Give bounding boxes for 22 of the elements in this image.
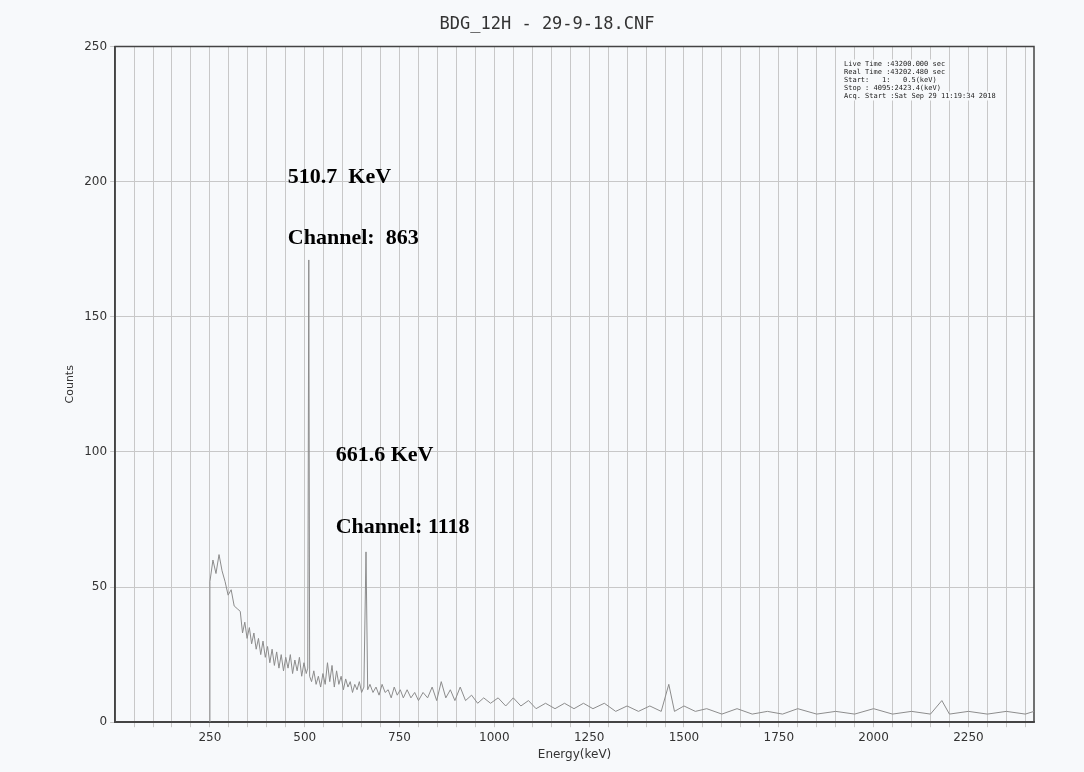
x-axis-title: Energy(keV)	[537, 746, 612, 761]
x-tick-label: 250	[198, 729, 222, 744]
y-tick-label: 150	[84, 308, 108, 323]
y-tick-label: 200	[84, 173, 108, 188]
x-tick-label: 2000	[858, 729, 889, 744]
x-tick-label: 1250	[573, 729, 605, 744]
x-tick-label: 750	[388, 729, 411, 744]
y-tick-label: 250	[84, 38, 108, 53]
annotation: 661.6 KeV	[335, 440, 434, 466]
x-tick-label: 2250	[953, 729, 984, 744]
y-tick-label: 50	[91, 579, 108, 594]
x-tick-label: 1000	[479, 729, 510, 744]
x-tick-label: 1750	[763, 729, 795, 744]
y-tick-label: 0	[99, 714, 108, 729]
annotation: Channel: 863	[287, 224, 419, 250]
annotation: Channel: 1118	[335, 513, 470, 539]
y-axis-title: Counts	[63, 364, 77, 404]
chart-title: BDG_12H - 29-9-18.CNF	[439, 12, 655, 33]
x-tick-label: 1500	[668, 729, 700, 744]
y-tick-label: 100	[84, 444, 108, 459]
x-tick-label: 500	[293, 729, 317, 744]
annotation: 510.7 KeV	[287, 163, 392, 189]
